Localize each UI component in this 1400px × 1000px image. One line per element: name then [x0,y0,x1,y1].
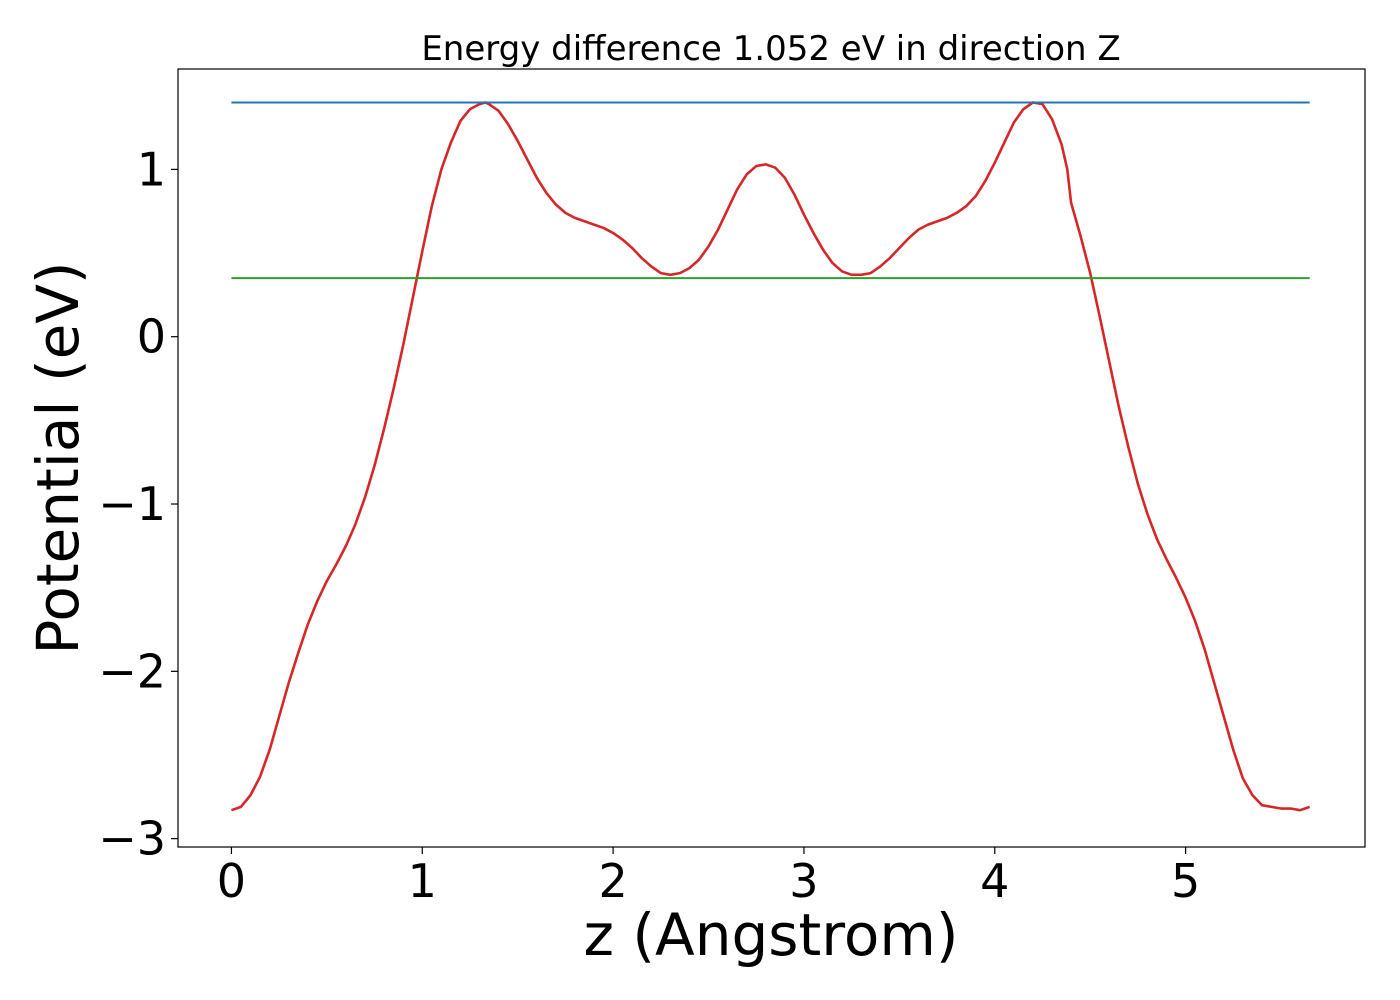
x-axis-label: z (Angstrom) [584,901,959,969]
y-axis-ticks: −3 −2 −1 0 1 [98,142,178,866]
x-tick-label: 0 [217,854,246,908]
x-axis-ticks: 0 1 2 3 4 5 [217,847,1200,908]
chart-title: Energy difference 1.052 eV in direction … [421,29,1120,69]
y-tick-label: 0 [137,310,166,364]
x-tick-label: 5 [1171,854,1200,908]
x-tick-label: 2 [598,854,627,908]
series-layer [231,101,1311,812]
x-tick-label: 3 [789,854,818,908]
x-tick-label: 1 [408,854,437,908]
x-tick-label: 4 [980,854,1009,908]
y-axis-label: Potential (eV) [24,261,92,654]
y-tick-label: −3 [98,812,166,866]
potential-curve-line [231,101,1311,812]
y-tick-label: 1 [137,142,166,196]
y-tick-label: −1 [98,477,166,531]
y-tick-label: −2 [98,644,166,698]
plot-frame [177,68,1366,848]
